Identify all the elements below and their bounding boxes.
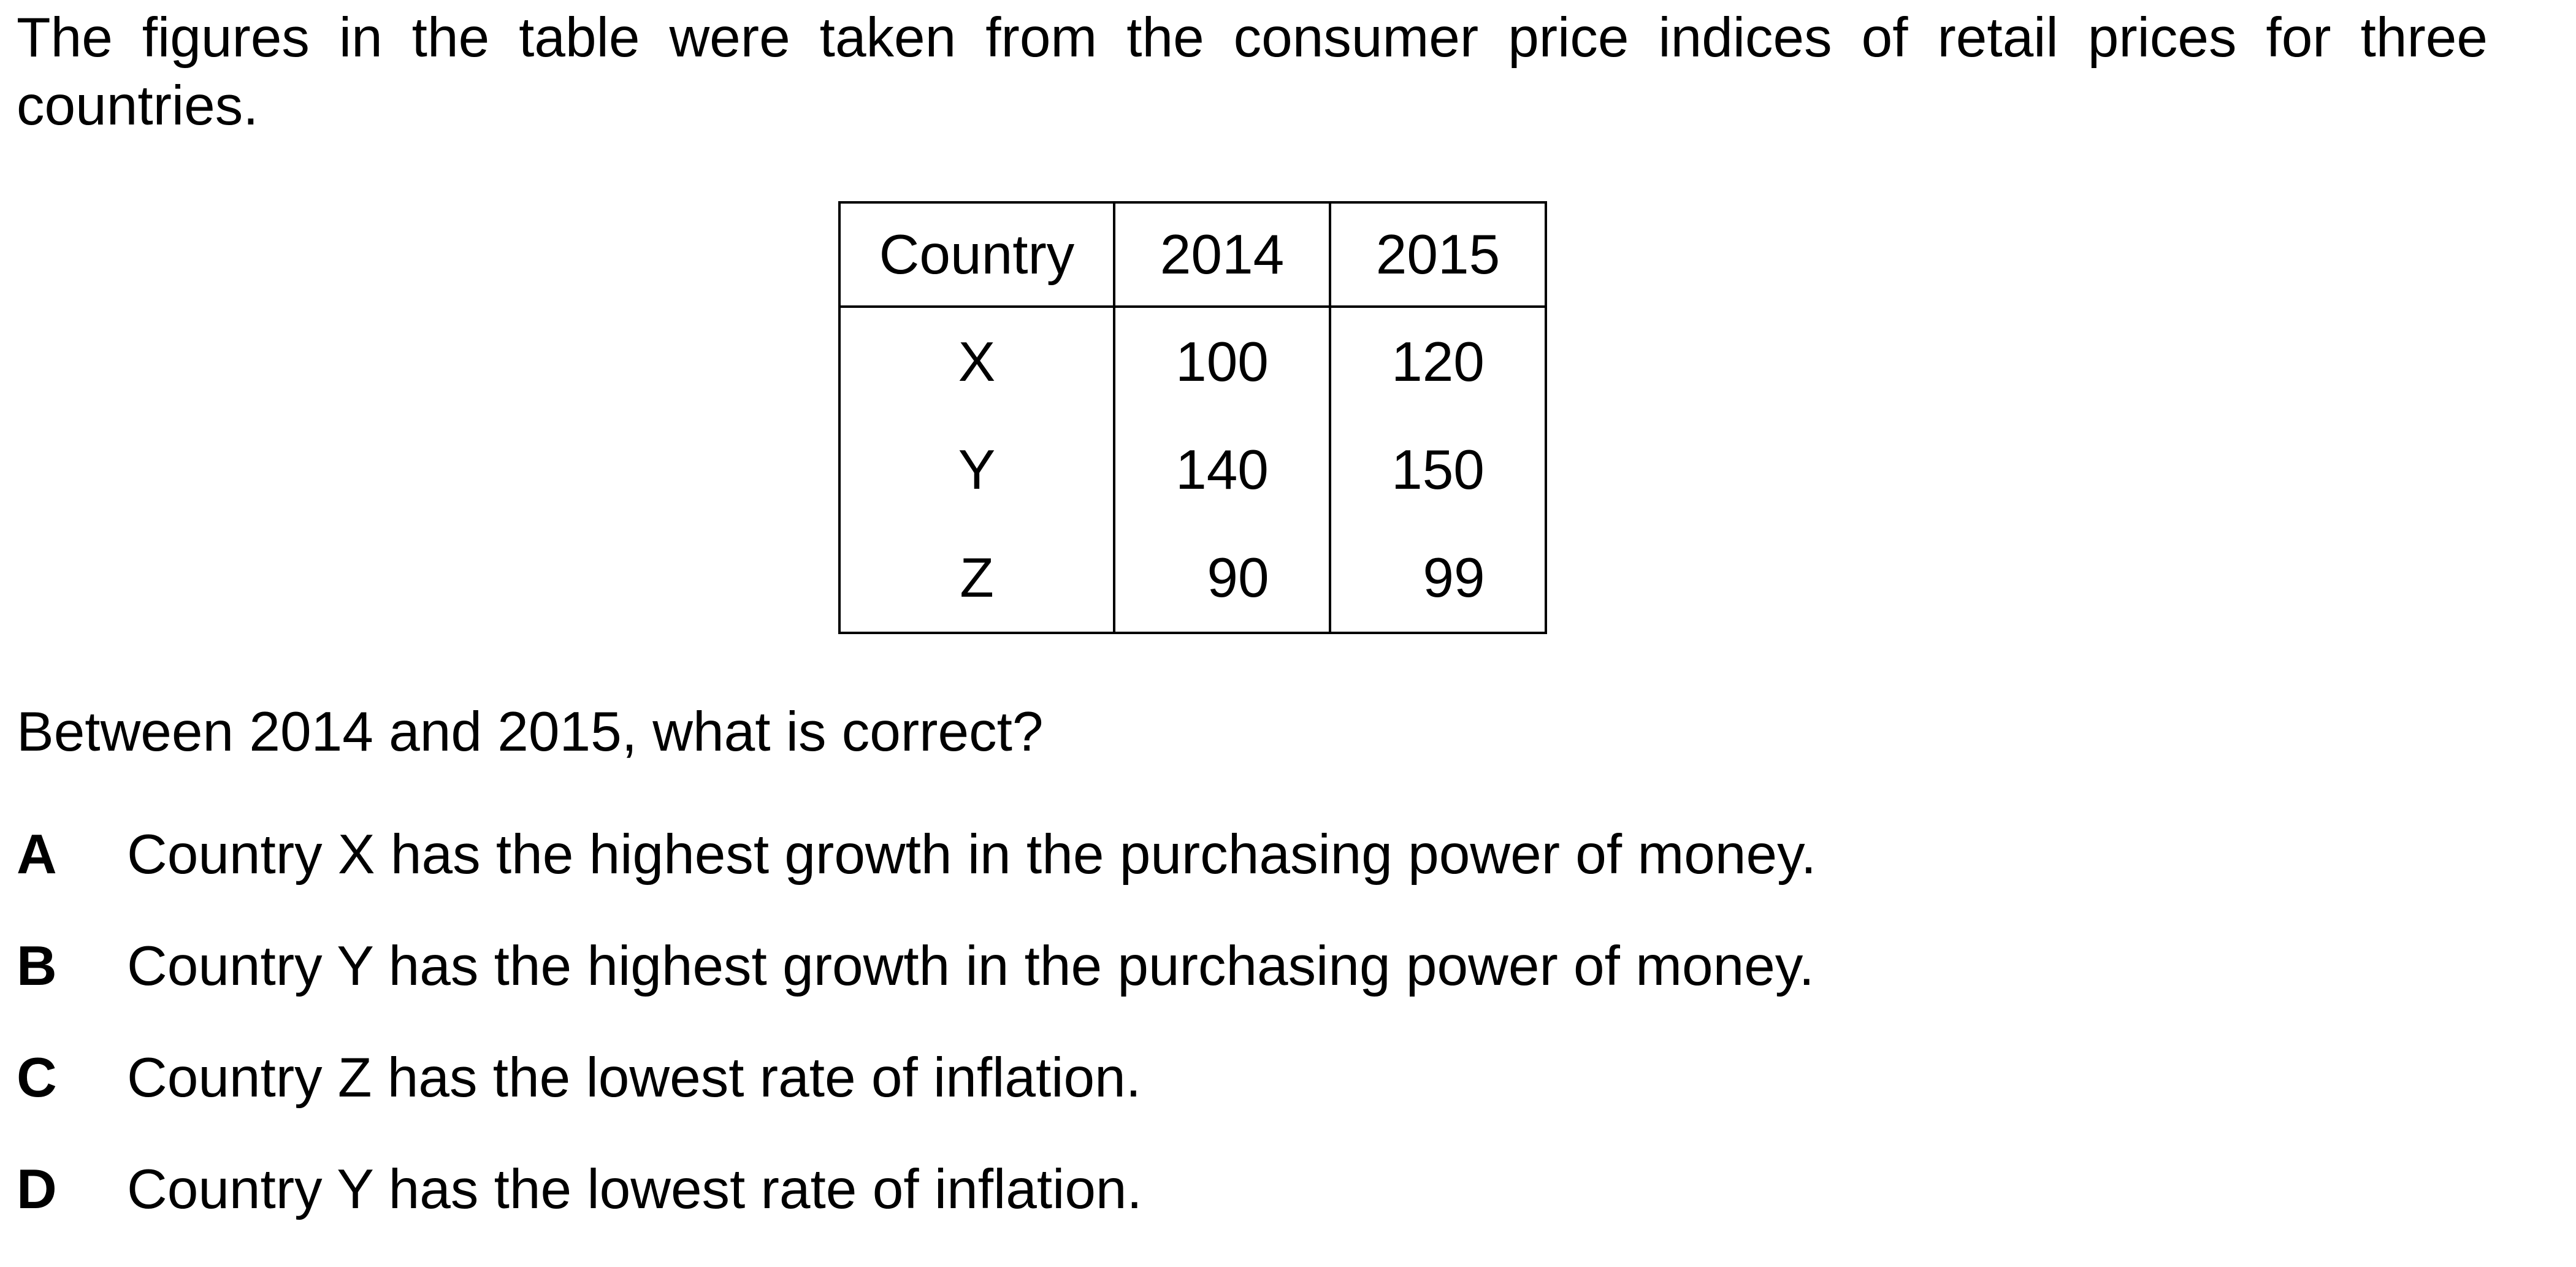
table-header-row: Country 2014 2015 (838, 201, 1547, 308)
header-country: Country (838, 201, 1115, 308)
cell-2015: 150 (1329, 416, 1547, 524)
cell-country: Y (838, 416, 1115, 524)
option-text: Country X has the highest growth in the … (127, 824, 1817, 886)
cell-country: X (838, 307, 1115, 416)
header-2015: 2015 (1329, 201, 1547, 308)
cell-2014: 100 (1113, 307, 1331, 416)
price-index-table: Country 2014 2015 X 100 120 Y 140 150 Z … (838, 201, 1547, 634)
question-text: Between 2014 and 2015, what is correct? (17, 701, 1044, 763)
option-letter: D (17, 1158, 57, 1220)
intro-text: The figures in the table were taken from… (17, 7, 2488, 137)
table-row: Z 90 99 (838, 524, 1547, 634)
option-text: Country Z has the lowest rate of inflati… (127, 1047, 1141, 1109)
cell-2014: 90 (1113, 524, 1331, 634)
cell-2015: 99 (1329, 524, 1547, 634)
table-row: X 100 120 (838, 307, 1547, 416)
table-row: Y 140 150 (838, 416, 1547, 524)
header-2014: 2014 (1113, 201, 1331, 308)
option-text: Country Y has the lowest rate of inflati… (127, 1158, 1142, 1220)
cell-2015: 120 (1329, 307, 1547, 416)
cell-country: Z (838, 524, 1115, 634)
option-letter: A (17, 824, 57, 886)
option-letter: C (17, 1047, 57, 1109)
option-letter: B (17, 935, 57, 997)
cell-2014: 140 (1113, 416, 1331, 524)
option-text: Country Y has the highest growth in the … (127, 935, 1814, 997)
